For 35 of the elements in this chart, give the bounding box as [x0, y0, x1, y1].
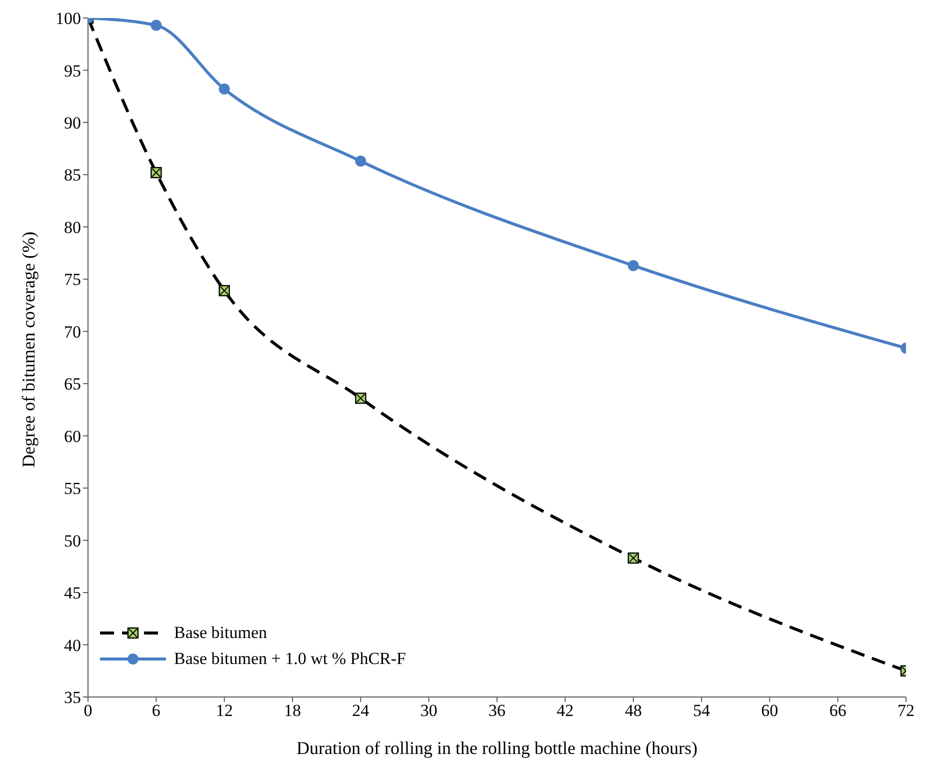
x-tick-label: 48 — [624, 701, 642, 720]
x-tick-label: 72 — [898, 701, 914, 720]
x-tick-label: 66 — [829, 701, 846, 720]
x-tick-label: 36 — [488, 701, 506, 720]
y-tick-label: 80 — [64, 218, 81, 237]
legend-label: Base bitumen — [174, 623, 268, 643]
x-tick-label: 0 — [84, 701, 92, 720]
y-tick-label: 65 — [64, 374, 81, 394]
y-tick-label: 40 — [64, 636, 81, 655]
x-tick-label: 42 — [556, 701, 574, 720]
y-tick-label: 95 — [64, 61, 81, 80]
x-tick-label: 54 — [693, 701, 710, 720]
point — [150, 20, 162, 31]
y-tick-label: 35 — [64, 688, 81, 708]
x-tick-label: 24 — [352, 701, 370, 720]
y-tick-label: 90 — [64, 113, 81, 132]
x-tick-label: 6 — [152, 701, 160, 720]
y-tick-label: 50 — [64, 531, 81, 550]
legend-label: Base bitumen + 1.0 wt % PhCR-F — [174, 649, 406, 669]
y-tick-label: 85 — [64, 166, 81, 185]
y-axis-title: Degree of bitumen coverage (%) — [18, 232, 38, 468]
y-tick-label: 70 — [64, 322, 81, 342]
x-axis-title: Duration of rolling in the rolling bottle machine (hours) — [296, 738, 698, 758]
point — [355, 156, 366, 167]
y-tick-label: 55 — [64, 479, 81, 498]
x-tick-label: 12 — [216, 701, 233, 720]
y-tick-label: 75 — [64, 270, 81, 290]
x-tick-label: 30 — [420, 701, 438, 720]
y-tick-label: 60 — [64, 426, 81, 446]
x-tick-label: 60 — [761, 701, 778, 720]
y-tick-label: 100 — [56, 9, 81, 28]
x-tick-label: 18 — [284, 701, 301, 720]
point — [628, 260, 639, 272]
y-tick-label: 45 — [64, 584, 81, 603]
point — [218, 84, 230, 95]
